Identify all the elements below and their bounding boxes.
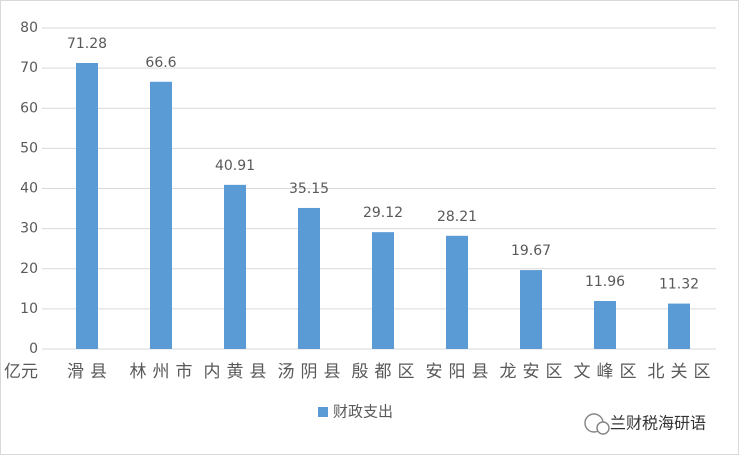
- watermark-icon: [596, 421, 610, 435]
- x-tick-label: 林州市: [130, 362, 199, 382]
- data-label: 28.21: [437, 209, 477, 225]
- data-label: 35.15: [289, 181, 329, 197]
- bar: [76, 62, 98, 349]
- x-tick-label: 龙安区: [500, 362, 569, 382]
- y-tick-label: 10: [20, 301, 38, 317]
- x-tick-label: 汤阴县: [278, 362, 347, 382]
- watermark-text: 兰财税海研语: [610, 414, 706, 433]
- y-tick-label: 80: [20, 20, 38, 36]
- data-label: 19.67: [511, 243, 551, 259]
- bar: [594, 301, 616, 349]
- bar: [520, 270, 542, 349]
- data-label: 29.12: [363, 205, 403, 221]
- y-tick-label: 20: [20, 261, 38, 277]
- y-tick-label: 70: [20, 60, 38, 76]
- y-tick-label: 50: [20, 140, 38, 156]
- data-label: 11.32: [659, 277, 699, 293]
- data-label: 11.96: [585, 274, 625, 290]
- x-tick-label: 北关区: [648, 362, 717, 382]
- x-tick-label: 安阳县: [426, 362, 495, 382]
- y-tick-label: 0: [29, 341, 38, 357]
- y-tick-label: 40: [20, 181, 38, 197]
- legend-label: 财政支出: [333, 403, 393, 421]
- x-tick-label: 滑县: [67, 362, 113, 382]
- data-label: 66.6: [145, 55, 176, 71]
- bar: [372, 232, 394, 349]
- data-label: 40.91: [215, 158, 255, 174]
- bar: [224, 184, 246, 349]
- x-tick-label: 殷都区: [352, 362, 421, 382]
- x-tick-label: 文峰区: [574, 362, 643, 382]
- y-tick-label: 60: [20, 100, 38, 116]
- y-axis-unit: 亿元: [4, 362, 38, 382]
- bar: [668, 303, 690, 349]
- bar: [150, 81, 172, 349]
- data-label: 71.28: [67, 36, 107, 52]
- x-tick-label: 内黄县: [204, 362, 273, 382]
- watermark: 兰财税海研语: [584, 413, 706, 435]
- legend-swatch: [318, 407, 328, 417]
- bar: [298, 207, 320, 349]
- bar: [446, 235, 468, 349]
- y-tick-label: 30: [20, 221, 38, 237]
